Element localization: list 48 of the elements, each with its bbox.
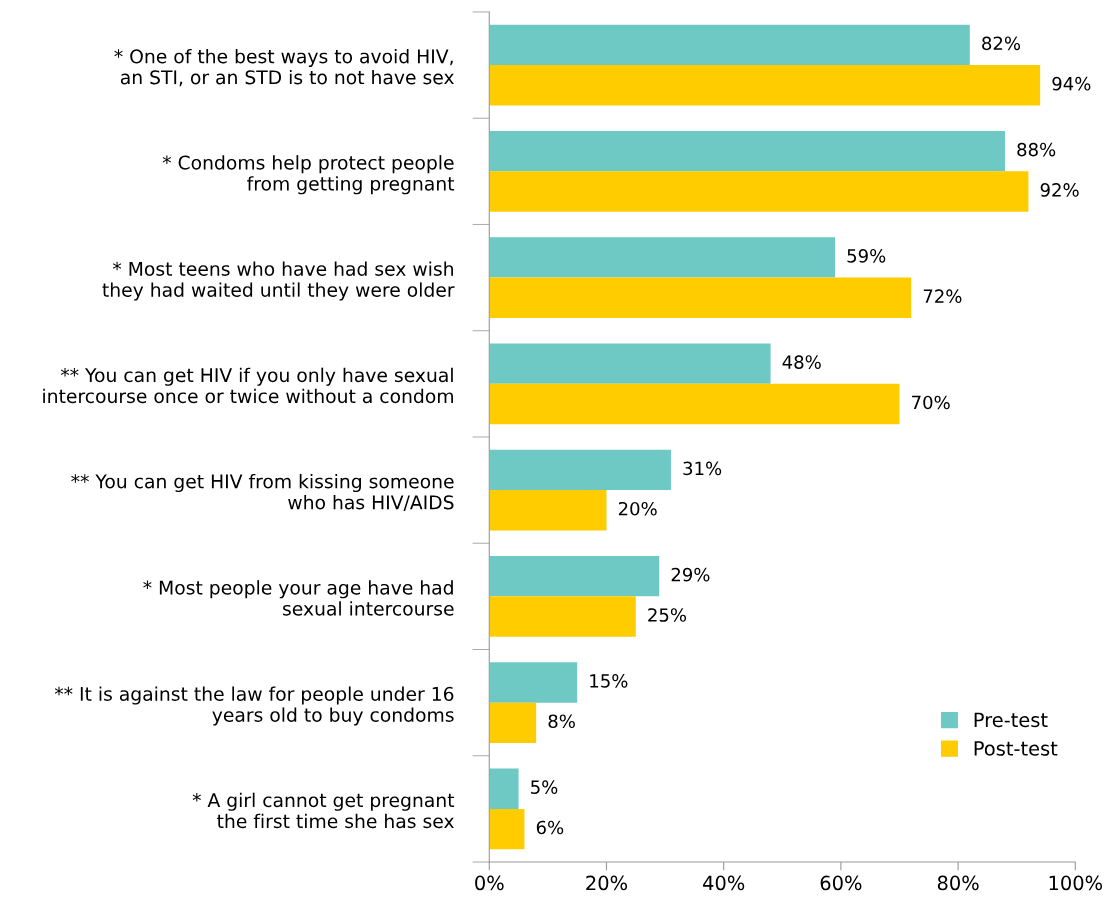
data-label: 48% (782, 355, 821, 369)
data-label: 25% (648, 608, 687, 622)
y-tick-label: ** It is against the law for people under 16 years old to buy condoms (54, 686, 454, 726)
bar (489, 65, 1041, 106)
data-label: 20% (618, 501, 657, 516)
data-label: 88% (1017, 142, 1056, 157)
x-tick-label: 100% (1049, 875, 1103, 891)
bar (489, 556, 660, 597)
bar (489, 383, 900, 425)
data-label: 15% (590, 674, 628, 688)
x-tick-label: 40% (703, 875, 745, 891)
data-label: 59% (847, 248, 886, 263)
x-tick-label: 60% (820, 875, 862, 891)
data-label: 94% (1052, 76, 1091, 91)
legend-label: Pre-test (974, 712, 1048, 728)
data-label: 70% (912, 395, 950, 410)
data-label: 82% (982, 36, 1021, 51)
bar (489, 237, 836, 278)
bar (489, 24, 970, 66)
bar (489, 768, 519, 809)
bar (489, 449, 671, 491)
bar (489, 662, 578, 703)
bar (489, 130, 1005, 172)
y-tick-label: ** You can get HIV from kissing someone who has HIV/AIDS (71, 473, 454, 511)
data-label: 72% (923, 289, 962, 304)
bar (489, 343, 771, 384)
bar (489, 490, 607, 531)
data-label: 8% (548, 714, 575, 729)
x-tick-label: 20% (586, 875, 628, 891)
bar (489, 702, 537, 744)
y-tick-label: * Condoms help protect people from getting pregnant (162, 155, 455, 195)
y-tick-label: ** You can get HIV if you only have sexual intercourse once or twice without a condom (43, 367, 453, 404)
y-tick-label: * A girl cannot get pregnant the first time she has sex (192, 792, 455, 829)
y-tick-label: * Most people your age have had sexual intercourse (143, 580, 454, 616)
data-label: 5% (531, 780, 558, 794)
y-tick-label: * One of the best ways to avoid HIV, an STI, or an STD is to not have sex (114, 48, 454, 87)
x-tick-label: 0% (475, 875, 504, 891)
data-label: 6% (536, 820, 564, 835)
bar (489, 277, 912, 318)
data-label: 92% (1040, 183, 1079, 197)
bar (489, 596, 636, 637)
data-label: 29% (671, 567, 710, 582)
data-label: 31% (683, 461, 722, 476)
x-tick-label: 80% (937, 875, 979, 891)
bar (489, 171, 1029, 212)
bar (489, 808, 525, 850)
legend-label: Post-test (974, 741, 1058, 756)
y-tick-label: * Most teens who have had sex wish they had waited until they were older (102, 261, 455, 301)
